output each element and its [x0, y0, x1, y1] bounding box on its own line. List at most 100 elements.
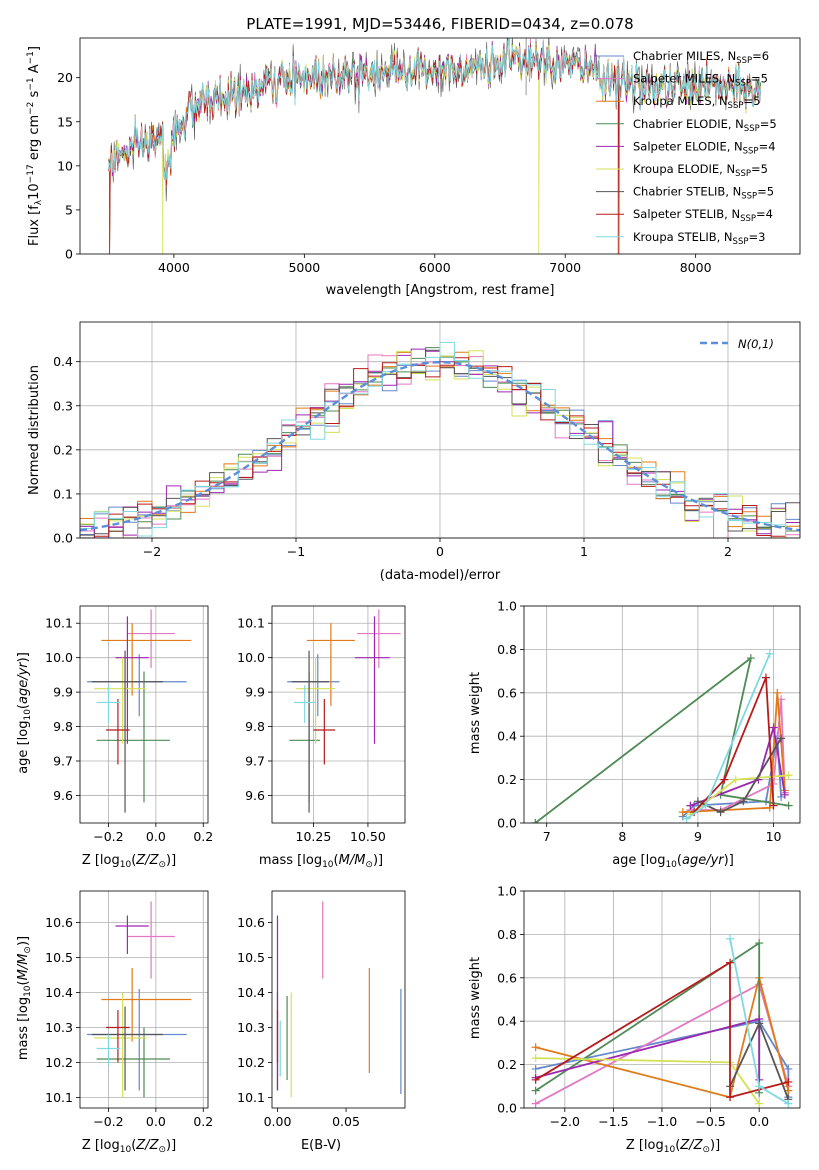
mass-weight-marker — [531, 1064, 540, 1073]
residual-histogram — [80, 350, 800, 538]
tick-label-y: 0.0 — [497, 816, 517, 831]
mass-vs-Z-frame — [79, 890, 209, 1109]
mass-weight-marker — [693, 797, 702, 806]
mass-weight-vs-Z-plot — [531, 934, 793, 1108]
residual-histogram — [80, 357, 800, 538]
tick-label-y: 0.4 — [497, 729, 517, 744]
tick-label-y: 10.6 — [45, 915, 73, 930]
mass-weight-marker — [755, 1099, 764, 1108]
tick-label-y: 0.2 — [497, 772, 517, 787]
tick-label-y: 5 — [65, 202, 73, 217]
tick-label-y: 10.4 — [45, 985, 73, 1000]
mass-weight-marker — [716, 808, 725, 817]
mass-weight-marker — [701, 801, 710, 810]
tick-label-y: 10.3 — [45, 1020, 73, 1035]
mass-vs-EBV-axes: 0.00 0.05 10.1 10.2 10.3 10.4 10.5 10.6 — [237, 890, 406, 1129]
errorbar-point — [91, 650, 163, 813]
mwz-ylabel: mass weight — [468, 957, 483, 1039]
figure-title: PLATE=1991, MJD=53446, FIBERID=0434, z=0… — [246, 15, 633, 33]
residual-histogram — [80, 341, 800, 538]
mwage-ylabel: mass weight — [468, 672, 483, 754]
tick-label-x: −0.2 — [93, 1114, 123, 1129]
mass-vs-Z-axes: −0.2 0.0 0.2 10.1 10.2 10.3 10.4 10.5 10.6 — [45, 890, 213, 1129]
mass-weight-marker — [755, 939, 764, 948]
errorbar-point — [101, 623, 192, 696]
errorbar-point — [127, 609, 175, 668]
tick-label-y: 15 — [57, 114, 73, 129]
tick-label-x: 0.05 — [332, 1114, 360, 1129]
mass-weight-marker — [720, 775, 729, 784]
tick-label-y: 10.1 — [237, 1090, 265, 1105]
mass-weight-marker — [531, 1075, 540, 1084]
tick-label-x: 0.2 — [193, 1114, 213, 1129]
errorbar-point — [306, 623, 355, 706]
tick-label-y: 10.5 — [237, 950, 265, 965]
mass-weight-marker — [784, 771, 793, 780]
errorbar-point — [293, 685, 316, 724]
tick-label-x: −0.2 — [93, 829, 123, 844]
errorbar-point — [96, 671, 171, 803]
mass-weight-marker — [531, 1054, 540, 1063]
residual-histogram — [80, 355, 800, 538]
tick-label-x: 0.0 — [146, 1114, 166, 1129]
errorbar-point — [94, 657, 147, 744]
tick-label-x: −0.5 — [695, 1114, 725, 1129]
mass-weight-series — [697, 737, 782, 813]
mass-weight-series — [690, 726, 786, 807]
tick-label-y: 0.4 — [53, 354, 73, 369]
mass-weight-vs-Z-axes: −2.0 −1.5 −1.0 −0.5 0.0 0.0 0.2 0.4 0.6 0.8 1.0 — [497, 884, 801, 1129]
tick-label-x: 4000 — [158, 260, 190, 275]
mass-weight-marker — [765, 803, 774, 812]
residuals-ylabel: Normed distribution — [27, 365, 42, 495]
errorbar-point — [115, 616, 149, 744]
residuals-axes: −2 −1 0 1 2 0.0 0.1 0.2 0.3 0.4 N(0,1) — [53, 321, 801, 559]
tick-label-y: 0.4 — [497, 1014, 517, 1029]
errorbar-point — [91, 1006, 163, 1091]
mass-weight-series — [693, 676, 775, 813]
mass-weight-marker — [531, 1099, 540, 1108]
residual-histogram — [80, 354, 800, 538]
tick-label-x: 2 — [724, 544, 732, 559]
mass-weight-marker — [531, 1043, 540, 1052]
agez-xlabel: Z [log10(Z/Z⊙)] — [82, 853, 176, 870]
mass-weight-marker — [731, 775, 740, 784]
tick-label-x: 0.0 — [146, 829, 166, 844]
mass-weight-marker — [769, 801, 778, 810]
normal-reference-curve — [80, 360, 800, 532]
residual-histogram — [80, 348, 800, 538]
tick-label-y: 0.2 — [53, 442, 73, 457]
age-vs-mass-axes: 10.25 10.50 9.6 9.7 9.8 9.9 10.0 10.1 — [237, 605, 406, 844]
mass-weight-marker — [784, 1064, 793, 1073]
tick-label-y: 10.3 — [237, 1020, 265, 1035]
errorbar-point — [87, 654, 187, 717]
tick-label-y: 9.8 — [53, 719, 73, 734]
mass-weight-marker — [678, 808, 687, 817]
tick-label-x: 8000 — [680, 260, 712, 275]
age-vs-Z-axes: −0.2 0.0 0.2 9.6 9.7 9.8 9.9 10.0 10.1 — [45, 605, 213, 844]
tick-label-y: 9.8 — [245, 719, 265, 734]
mass-weight-marker — [761, 673, 770, 682]
tick-label-y: 9.9 — [53, 685, 73, 700]
tick-label-y: 0.1 — [53, 486, 73, 501]
tick-label-x: 9 — [694, 829, 702, 844]
tick-label-y: 0.6 — [497, 970, 517, 985]
legend-entry: Chabrier ELODIE, NSSP=5 — [633, 117, 777, 134]
spectrum-plot — [108, 38, 761, 254]
tick-label-y: 20 — [57, 70, 73, 85]
errorbar-point — [106, 699, 130, 765]
tick-label-x: 0.2 — [193, 829, 213, 844]
tick-label-y: 10.1 — [45, 616, 73, 631]
mwage-xlabel: age [log10(age/yr)] — [612, 853, 734, 870]
legend-entry: Salpeter MILES, NSSP=5 — [633, 72, 768, 89]
tick-label-x: 0.00 — [264, 1114, 292, 1129]
mass-weight-marker — [765, 649, 774, 658]
residual-histogram — [80, 349, 800, 538]
errorbar-point — [313, 699, 336, 765]
errorbar-point — [96, 1034, 121, 1066]
spectrum-axes: 4000 5000 6000 7000 8000 0 5 10 15 20 Chabrier MIL… — [57, 37, 801, 275]
spectrum-frame — [79, 37, 801, 255]
tick-label-y: 0.8 — [497, 927, 517, 942]
tick-label-x: −1 — [287, 544, 305, 559]
tick-label-x: −1.0 — [647, 1114, 677, 1129]
massz-xlabel: Z [log10(Z/Z⊙)] — [82, 1138, 176, 1155]
